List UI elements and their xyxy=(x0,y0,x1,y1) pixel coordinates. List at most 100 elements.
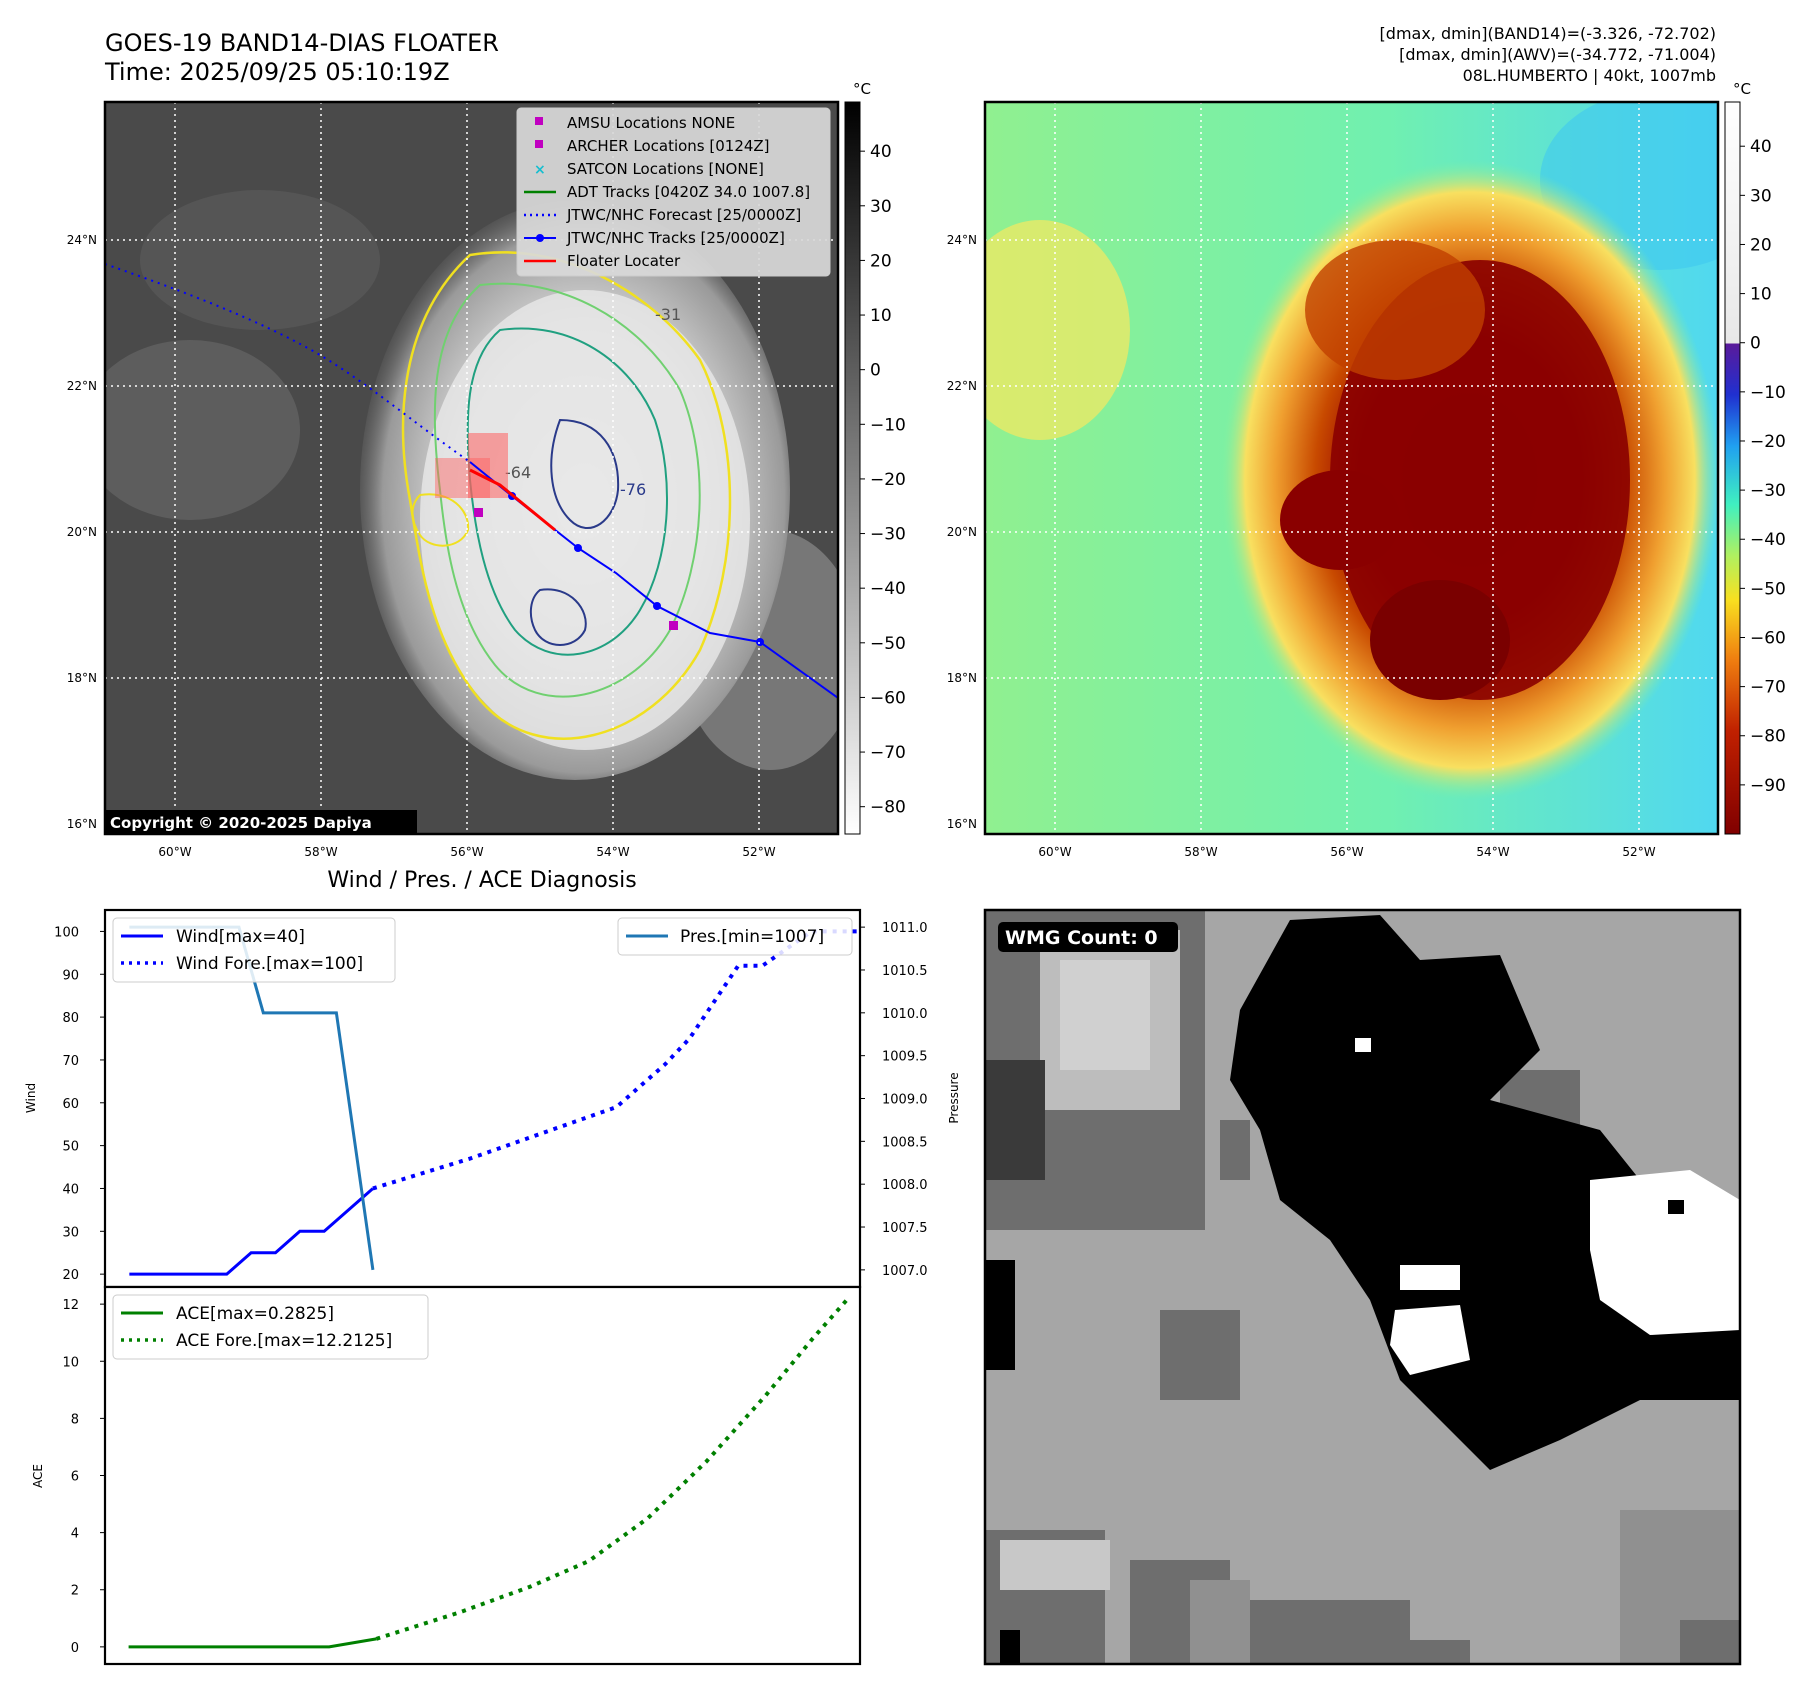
color-colorbar-tick-label: 20 xyxy=(1750,235,1772,255)
color-lon-56: 56°W xyxy=(1330,845,1363,859)
wind-ytick-label: 30 xyxy=(62,1225,79,1240)
color-colorbar-tick-label: 10 xyxy=(1750,285,1772,305)
color-colorbar-tick-label: −80 xyxy=(1750,727,1786,747)
gray-colorbar-tick-label: 0 xyxy=(870,361,881,381)
pressure-legend: Pres.[min=1007] xyxy=(617,917,853,956)
color-lon-60: 60°W xyxy=(1038,845,1071,859)
wind-fore-legend-label: Wind Fore.[max=100] xyxy=(176,954,363,974)
contour-navy xyxy=(550,418,620,530)
pres-ytick-label: 1007.5 xyxy=(882,1221,928,1236)
wmg-block xyxy=(1000,1630,1020,1664)
gray-colorbar-tick-label: −40 xyxy=(870,579,906,599)
gray-colorbar-tick-label: −70 xyxy=(870,743,906,763)
ace-ytick-label: 8 xyxy=(71,1412,79,1427)
color-colorbar-tick-label: 30 xyxy=(1750,186,1772,206)
ace-legend-label: ACE[max=0.2825] xyxy=(176,1304,334,1324)
gray-colorbar: °C 40 30 20 10 0 −10 −20 −30 −40 −50 −60 −70 −80 xyxy=(844,80,906,835)
wmg-cold-cloud xyxy=(1230,915,1740,1470)
ace-chart: 12 10 8 6 4 2 0 ACE ACE[max=0.2825] ACE Fore.[… xyxy=(31,1285,862,1666)
wind-ytick-label: 100 xyxy=(54,925,79,940)
pres-ytick-label: 1009.5 xyxy=(882,1050,928,1065)
color-lat-16: 16°N xyxy=(947,817,977,831)
wmg-block xyxy=(1380,1640,1470,1664)
gray-colorbar-tick-label: 20 xyxy=(870,251,892,271)
pres-ytick-label: 1008.0 xyxy=(882,1178,928,1193)
ir-lat-20: 20°N xyxy=(67,525,97,539)
legend-amsu-marker xyxy=(535,117,543,125)
ir-lat-18: 18°N xyxy=(67,671,97,685)
pres-ytick-label: 1007.0 xyxy=(882,1264,928,1279)
copyright: Copyright © 2020-2025 Dapiya xyxy=(110,814,372,832)
ace-fore-legend-label: ACE Fore.[max=12.2125] xyxy=(176,1331,392,1351)
pres-ytick-label: 1009.0 xyxy=(882,1093,928,1108)
wind-ytick-label: 80 xyxy=(62,1011,79,1026)
wind-pressure-chart: 100 90 80 70 60 50 40 30 20 1011.0 1010.5 1010.0 100… xyxy=(24,908,961,1289)
color-colorbar-tick-label: 40 xyxy=(1750,137,1772,157)
color-colorbar-tick-label: −90 xyxy=(1750,776,1786,796)
wind-ytick-label: 40 xyxy=(62,1182,79,1197)
archer-marker xyxy=(474,508,483,517)
pres-legend-label: Pres.[min=1007] xyxy=(680,927,824,947)
ace-ytick-label: 6 xyxy=(71,1470,79,1485)
color-colorbar-tick-label: −30 xyxy=(1750,481,1786,501)
color-colorbar-tick-label: −40 xyxy=(1750,530,1786,550)
gray-colorbar-tick-label: 40 xyxy=(870,142,892,162)
ir-lat-16: 16°N xyxy=(67,817,97,831)
series-ace-fore-line xyxy=(375,1297,850,1641)
gray-colorbar-tick-label: −80 xyxy=(870,798,906,818)
ir-lon-58: 58°W xyxy=(304,845,337,859)
ir-gridlines xyxy=(105,102,838,834)
color-gridlines xyxy=(985,102,1718,834)
info-storm: 08L.HUMBERTO | 40kt, 1007mb xyxy=(1463,66,1716,85)
wmg-panel: WMG Count: 0 xyxy=(983,908,1742,1666)
color-colorbar-tick-label: −20 xyxy=(1750,432,1786,452)
wmg-block xyxy=(985,1260,1015,1370)
gray-colorbar-tick-label: −20 xyxy=(870,470,906,490)
diagnosis-title: Wind / Pres. / ACE Diagnosis xyxy=(327,868,636,893)
ace-legend: ACE[max=0.2825] ACE Fore.[max=12.2125] xyxy=(112,1294,429,1360)
color-lat-24: 24°N xyxy=(947,233,977,247)
wmg-block xyxy=(1060,960,1150,1070)
ir-lon-52: 52°W xyxy=(742,845,775,859)
ace-axis-label: ACE xyxy=(31,1464,45,1488)
legend-satcon: SATCON Locations [NONE] xyxy=(567,160,764,178)
ace-ytick-label: 0 xyxy=(71,1641,79,1656)
color-colorbar-tick-label: 0 xyxy=(1750,334,1761,354)
ir-lon-56: 56°W xyxy=(450,845,483,859)
ir-lat-22: 22°N xyxy=(67,379,97,393)
color-lon-58: 58°W xyxy=(1184,845,1217,859)
forecast-track xyxy=(105,263,471,463)
legend-archer: ARCHER Locations [0124Z] xyxy=(567,137,770,155)
main-title: GOES-19 BAND14-DIAS FLOATER xyxy=(105,29,499,57)
gray-colorbar-tick-label: 30 xyxy=(870,197,892,217)
legend-satcon-marker: × xyxy=(534,162,546,178)
gray-colorbar-tick-label: −10 xyxy=(870,415,906,435)
color-lat-20: 20°N xyxy=(947,525,977,539)
legend-amsu: AMSU Locations NONE xyxy=(567,114,735,132)
wmg-warm-spot xyxy=(1590,1170,1740,1335)
info-band14: [dmax, dmin](BAND14)=(-3.326, -72.702) xyxy=(1380,24,1716,43)
series-wind-fore-line xyxy=(372,929,860,1191)
pres-ytick-label: 1010.5 xyxy=(882,964,928,979)
color-lon-54: 54°W xyxy=(1476,845,1509,859)
series-wind-line xyxy=(129,1187,374,1276)
color-axis-labels: 24°N 22°N 20°N 18°N 16°N 60°W 58°W 56°W … xyxy=(947,233,1656,859)
wmg-block xyxy=(985,1060,1045,1180)
gray-colorbar-tick-label: −30 xyxy=(870,525,906,545)
wmg-block xyxy=(1160,1310,1240,1400)
legend-archer-marker xyxy=(535,140,543,148)
pres-ytick-label: 1010.0 xyxy=(882,1007,928,1022)
gray-colorbar-tick-label: 10 xyxy=(870,306,892,326)
ir-legend: AMSU Locations NONE ARCHER Locations [01… xyxy=(516,107,831,277)
legend-adt: ADT Tracks [0420Z 34.0 1007.8] xyxy=(567,183,810,201)
pres-ytick-label: 1011.0 xyxy=(882,921,928,936)
wmg-block xyxy=(1000,1540,1110,1590)
wmg-block xyxy=(1220,1120,1250,1180)
gray-colorbar-tick-label: −50 xyxy=(870,634,906,654)
ace-ytick-label: 12 xyxy=(62,1298,79,1313)
legend-forecast: JTWC/NHC Forecast [25/0000Z] xyxy=(566,206,801,224)
wind-legend-label: Wind[max=40] xyxy=(176,927,305,947)
contour-label-31: -31 xyxy=(655,305,681,324)
contour-green xyxy=(433,282,701,698)
